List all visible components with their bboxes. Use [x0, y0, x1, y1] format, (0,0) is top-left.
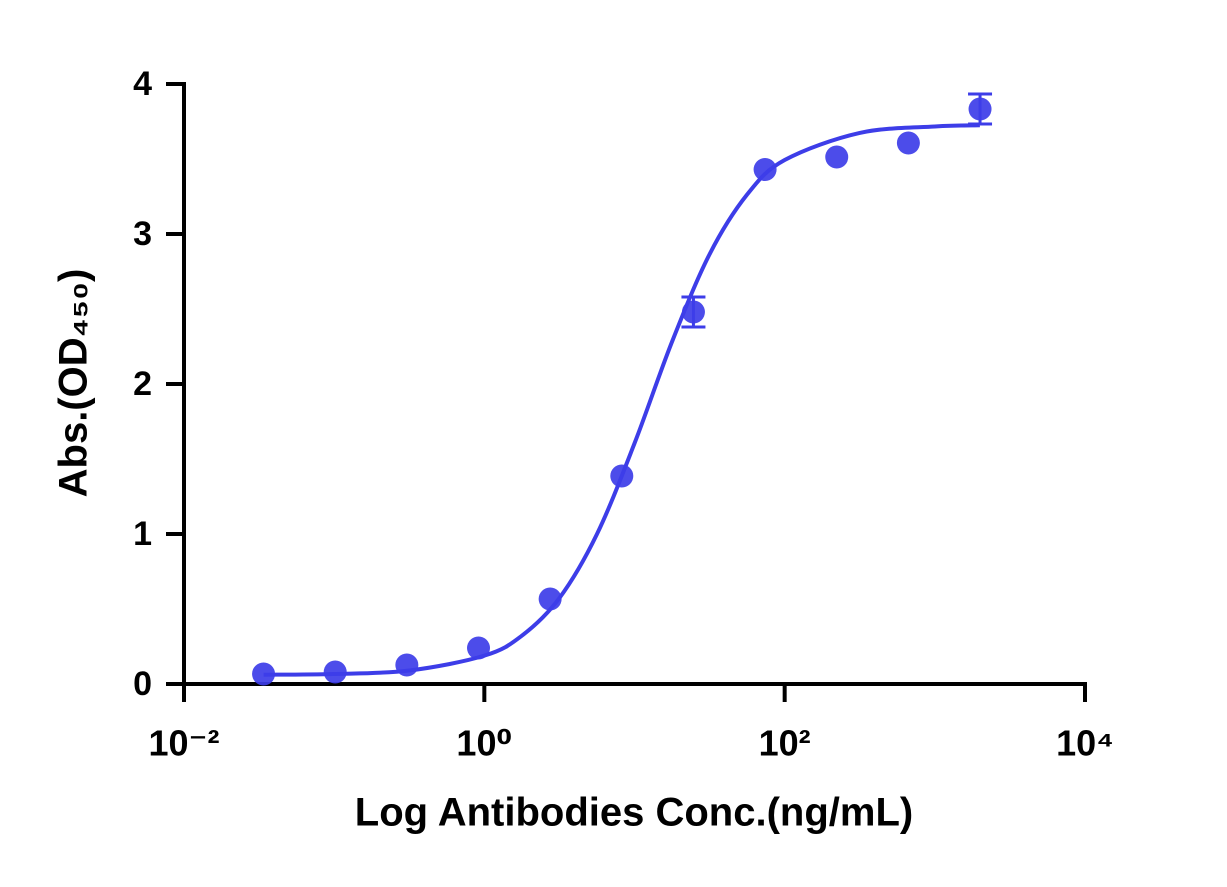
- data-point: [753, 158, 777, 181]
- x-tick-label: 10⁻²: [148, 723, 219, 764]
- data-point: [681, 300, 705, 324]
- y-tick-label: 2: [133, 365, 152, 403]
- data-point: [467, 636, 491, 660]
- data-point: [538, 587, 562, 611]
- data-point: [825, 145, 849, 169]
- x-tick-label: 10²: [759, 723, 811, 764]
- x-tick-label: 10⁴: [1056, 723, 1114, 764]
- data-point: [252, 662, 276, 686]
- data-point: [968, 97, 992, 121]
- data-point: [323, 660, 347, 684]
- fit-curve: [263, 123, 980, 677]
- y-tick-label: 0: [133, 665, 152, 703]
- y-tick-label: 4: [133, 65, 152, 103]
- data-point: [896, 131, 920, 155]
- x-tick-label: 10⁰: [456, 723, 512, 764]
- data-point: [610, 464, 634, 488]
- y-tick-label: 3: [133, 215, 152, 253]
- data-point: [395, 653, 419, 677]
- x-axis-title: Log Antibodies Conc.(ng/mL): [355, 791, 913, 835]
- y-tick-label: 1: [133, 515, 152, 553]
- y-axis-title: Abs.(OD₄₅₀): [52, 269, 96, 498]
